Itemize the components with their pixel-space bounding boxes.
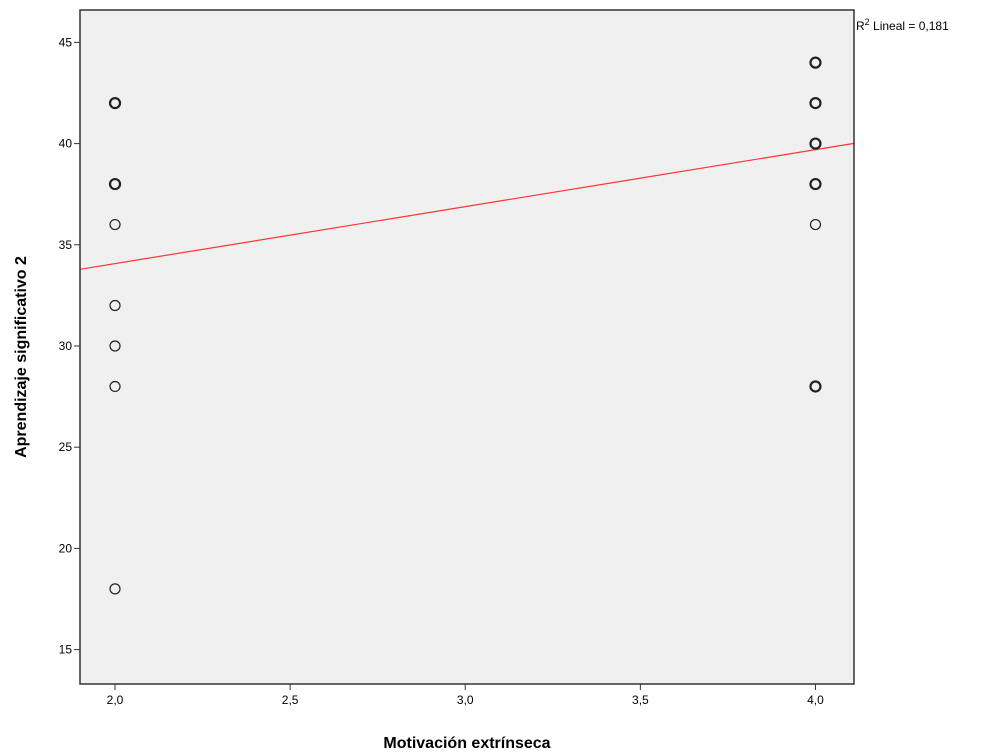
- data-point: [809, 137, 822, 150]
- data-point: [109, 299, 121, 312]
- y-axis: 15 20 25 30 35 40 45: [59, 35, 80, 657]
- plot-area: [80, 10, 854, 684]
- r2-superscript: 2: [865, 17, 870, 27]
- data-point: [809, 177, 822, 191]
- y-tick-label: 35: [59, 238, 73, 252]
- x-axis: 2,0 2,5 3,0 3,5 4,0: [107, 684, 824, 707]
- y-tick-label: 25: [59, 440, 73, 454]
- y-tick-label: 40: [59, 137, 73, 151]
- x-tick-label: 2,0: [107, 693, 124, 707]
- y-tick-label: 30: [59, 339, 73, 353]
- x-tick-label: 3,0: [457, 693, 474, 707]
- x-tick-label: 2,5: [282, 693, 299, 707]
- r2-prefix: R: [856, 19, 865, 33]
- y-axis-title: Aprendizaje significativo 2: [13, 256, 30, 458]
- data-points: [108, 56, 822, 595]
- plot-frame: [79, 9, 855, 685]
- r2-value: Lineal = 0,181: [870, 19, 949, 33]
- data-point: [109, 218, 121, 231]
- y-tick-label: 45: [59, 35, 73, 49]
- data-point: [109, 380, 121, 393]
- data-point: [109, 340, 121, 352]
- r2-label: R2 Lineal = 0,181: [856, 17, 949, 33]
- x-tick-label: 4,0: [807, 693, 824, 707]
- data-point: [809, 380, 822, 393]
- data-point: [809, 97, 822, 110]
- x-tick-label: 3,5: [632, 693, 649, 707]
- y-tick-label: 15: [59, 643, 73, 657]
- regression-line: [79, 142, 855, 270]
- data-point: [809, 56, 822, 69]
- data-point: [108, 97, 122, 110]
- x-axis-title: Motivación extrínseca: [383, 735, 550, 752]
- data-point: [809, 218, 822, 231]
- data-point: [108, 177, 122, 191]
- data-point: [109, 583, 121, 595]
- y-tick-label: 20: [59, 541, 73, 555]
